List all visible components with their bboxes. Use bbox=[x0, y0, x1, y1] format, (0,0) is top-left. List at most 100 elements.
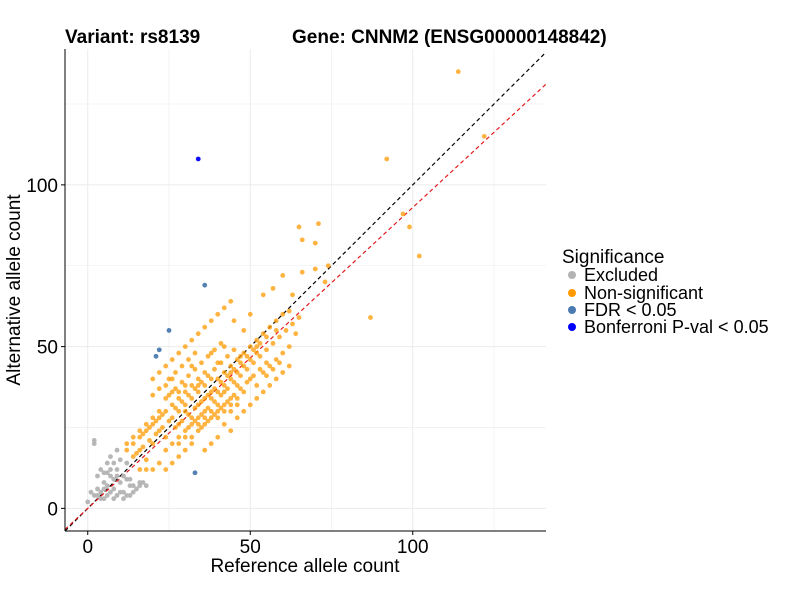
point-non-significant bbox=[251, 360, 256, 366]
point-non-significant bbox=[215, 434, 221, 440]
point-excluded bbox=[114, 493, 120, 498]
point-non-significant bbox=[176, 421, 182, 427]
point-non-significant bbox=[150, 392, 156, 398]
point-non-significant bbox=[270, 285, 276, 291]
point-non-significant bbox=[179, 418, 185, 424]
point-non-significant bbox=[173, 386, 178, 392]
point-non-significant bbox=[176, 389, 182, 395]
point-excluded bbox=[101, 480, 107, 485]
legend-key-excluded bbox=[568, 271, 576, 279]
point-non-significant bbox=[208, 408, 214, 414]
point-excluded bbox=[121, 496, 126, 502]
point-non-significant bbox=[163, 447, 169, 453]
point-non-significant bbox=[322, 279, 328, 285]
point-non-significant bbox=[130, 441, 136, 447]
point-non-significant bbox=[215, 389, 221, 395]
point-non-significant bbox=[254, 383, 260, 388]
point-non-significant bbox=[182, 402, 188, 408]
point-non-significant bbox=[231, 318, 237, 324]
axes-layer bbox=[64, 49, 546, 532]
point-fdr-0-05 bbox=[202, 282, 208, 288]
point-non-significant bbox=[273, 357, 279, 362]
point-non-significant bbox=[182, 344, 188, 350]
point-non-significant bbox=[169, 441, 175, 447]
point-non-significant bbox=[176, 350, 182, 356]
point-non-significant bbox=[264, 360, 269, 366]
legend-key-non-significant bbox=[568, 289, 576, 297]
point-non-significant bbox=[192, 405, 198, 411]
point-excluded bbox=[108, 454, 113, 459]
point-non-significant bbox=[241, 328, 247, 333]
x-axis-title: Reference allele count bbox=[210, 556, 400, 577]
point-non-significant bbox=[182, 383, 188, 388]
point-non-significant bbox=[182, 434, 188, 440]
point-non-significant bbox=[195, 331, 201, 337]
point-non-significant bbox=[212, 386, 217, 392]
point-non-significant bbox=[156, 408, 162, 414]
point-non-significant bbox=[231, 392, 237, 398]
point-bonferroni-p-val-0-05 bbox=[195, 156, 201, 162]
y-tick-label: 50 bbox=[37, 338, 58, 359]
grid-layer bbox=[65, 49, 546, 531]
point-non-significant bbox=[264, 373, 269, 379]
point-non-significant bbox=[169, 389, 175, 395]
point-non-significant bbox=[260, 389, 266, 395]
points-layer bbox=[85, 69, 487, 505]
point-non-significant bbox=[257, 340, 263, 346]
point-non-significant bbox=[189, 363, 195, 369]
point-non-significant bbox=[244, 379, 250, 385]
point-non-significant bbox=[143, 467, 149, 472]
point-non-significant bbox=[234, 357, 240, 362]
point-non-significant bbox=[228, 408, 234, 414]
point-excluded bbox=[101, 496, 107, 502]
point-non-significant bbox=[156, 428, 162, 434]
point-non-significant bbox=[277, 360, 282, 366]
point-excluded bbox=[88, 489, 94, 495]
point-non-significant bbox=[147, 425, 152, 430]
point-excluded bbox=[104, 483, 110, 489]
point-non-significant bbox=[273, 328, 279, 333]
x-tick-label: 0 bbox=[82, 537, 93, 558]
point-non-significant bbox=[205, 353, 211, 359]
point-non-significant bbox=[186, 373, 191, 379]
legend-label-bonferroni: Bonferroni P-val < 0.05 bbox=[584, 317, 769, 337]
point-non-significant bbox=[150, 415, 156, 421]
point-non-significant bbox=[221, 389, 227, 395]
point-non-significant bbox=[260, 292, 266, 298]
point-non-significant bbox=[228, 428, 234, 434]
point-non-significant bbox=[205, 373, 211, 379]
point-non-significant bbox=[205, 418, 211, 424]
point-non-significant bbox=[280, 370, 286, 375]
point-non-significant bbox=[238, 386, 243, 392]
point-excluded bbox=[104, 460, 110, 466]
point-non-significant bbox=[195, 402, 201, 408]
legend-key-bonferroni bbox=[568, 323, 576, 331]
point-non-significant bbox=[254, 395, 260, 401]
point-non-significant bbox=[189, 383, 195, 388]
point-non-significant bbox=[247, 311, 253, 317]
ticks-layer: 0 50 100 0 50 100 bbox=[26, 176, 428, 558]
point-non-significant bbox=[234, 370, 240, 375]
point-non-significant bbox=[400, 211, 406, 217]
point-non-significant bbox=[189, 415, 195, 421]
point-non-significant bbox=[296, 224, 302, 230]
legend-key-fdr bbox=[568, 306, 576, 314]
point-excluded bbox=[127, 476, 133, 482]
point-non-significant bbox=[140, 431, 146, 437]
point-non-significant bbox=[208, 395, 214, 401]
point-non-significant bbox=[234, 395, 240, 401]
point-non-significant bbox=[186, 425, 191, 430]
point-non-significant bbox=[156, 460, 162, 466]
point-non-significant bbox=[186, 392, 191, 398]
point-excluded bbox=[101, 486, 107, 492]
point-excluded bbox=[108, 489, 113, 495]
point-non-significant bbox=[199, 399, 204, 405]
point-non-significant bbox=[163, 434, 169, 440]
point-non-significant bbox=[251, 373, 256, 379]
point-excluded bbox=[95, 473, 100, 479]
point-non-significant bbox=[195, 421, 201, 427]
point-non-significant bbox=[257, 366, 263, 372]
point-excluded bbox=[114, 447, 120, 453]
point-non-significant bbox=[208, 350, 214, 356]
